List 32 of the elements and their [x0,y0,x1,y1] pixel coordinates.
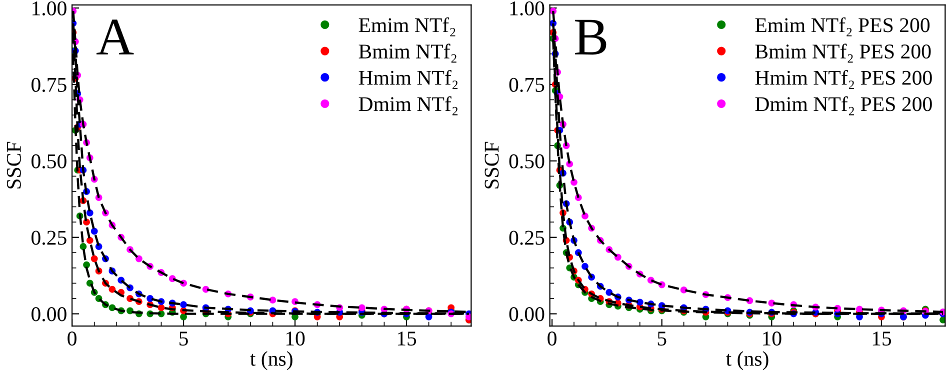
y-tick-label: 1.00 [32,1,66,16]
y-tick-label: 0.75 [32,78,66,92]
y-tick-label: 0.25 [32,230,66,245]
legend-label: Hmim NTf₂ PES 200 [755,70,932,89]
legend-label: Bmim NTf₂ PES 200 [755,44,931,63]
legend-label: Hmim NTf₂ [358,70,458,89]
x-tick-label: 10 [286,332,305,346]
annotation: B [575,20,606,55]
y-tick-label: 0.00 [32,307,66,322]
x-axis-title: t (ns) [726,351,768,370]
x-tick-label: 0 [548,332,556,346]
y-tick-label: 0.25 [509,230,544,245]
x-tick-label: 10 [763,332,782,346]
y-tick-label: 0.75 [509,78,544,92]
y-axis-title: SSCF [6,142,21,188]
legend-label: Emim NTf₂ PES 200 [755,17,930,36]
y-tick-label: 0.50 [509,154,544,168]
annotation: A [96,20,134,54]
legend-label: Emim NTf₂ [358,17,456,36]
legend-label: Bmim NTf₂ [358,44,456,63]
x-tick-label: 15 [872,332,892,346]
y-tick-label: 0.50 [32,154,66,168]
legend-label: Dmim NTf₂ PES 200 [755,96,932,116]
x-tick-label: 0 [68,332,76,346]
x-axis-title: t (ns) [250,351,292,370]
y-tick-label: 1.00 [510,1,544,16]
x-tick-label: 5 [180,332,188,346]
x-tick-label: 15 [398,332,416,346]
x-tick-label: 5 [658,332,666,346]
y-tick-label: 0.00 [509,307,544,322]
y-axis-title: SSCF [484,142,499,188]
legend-label: Dmim NTf₂ [358,96,458,116]
